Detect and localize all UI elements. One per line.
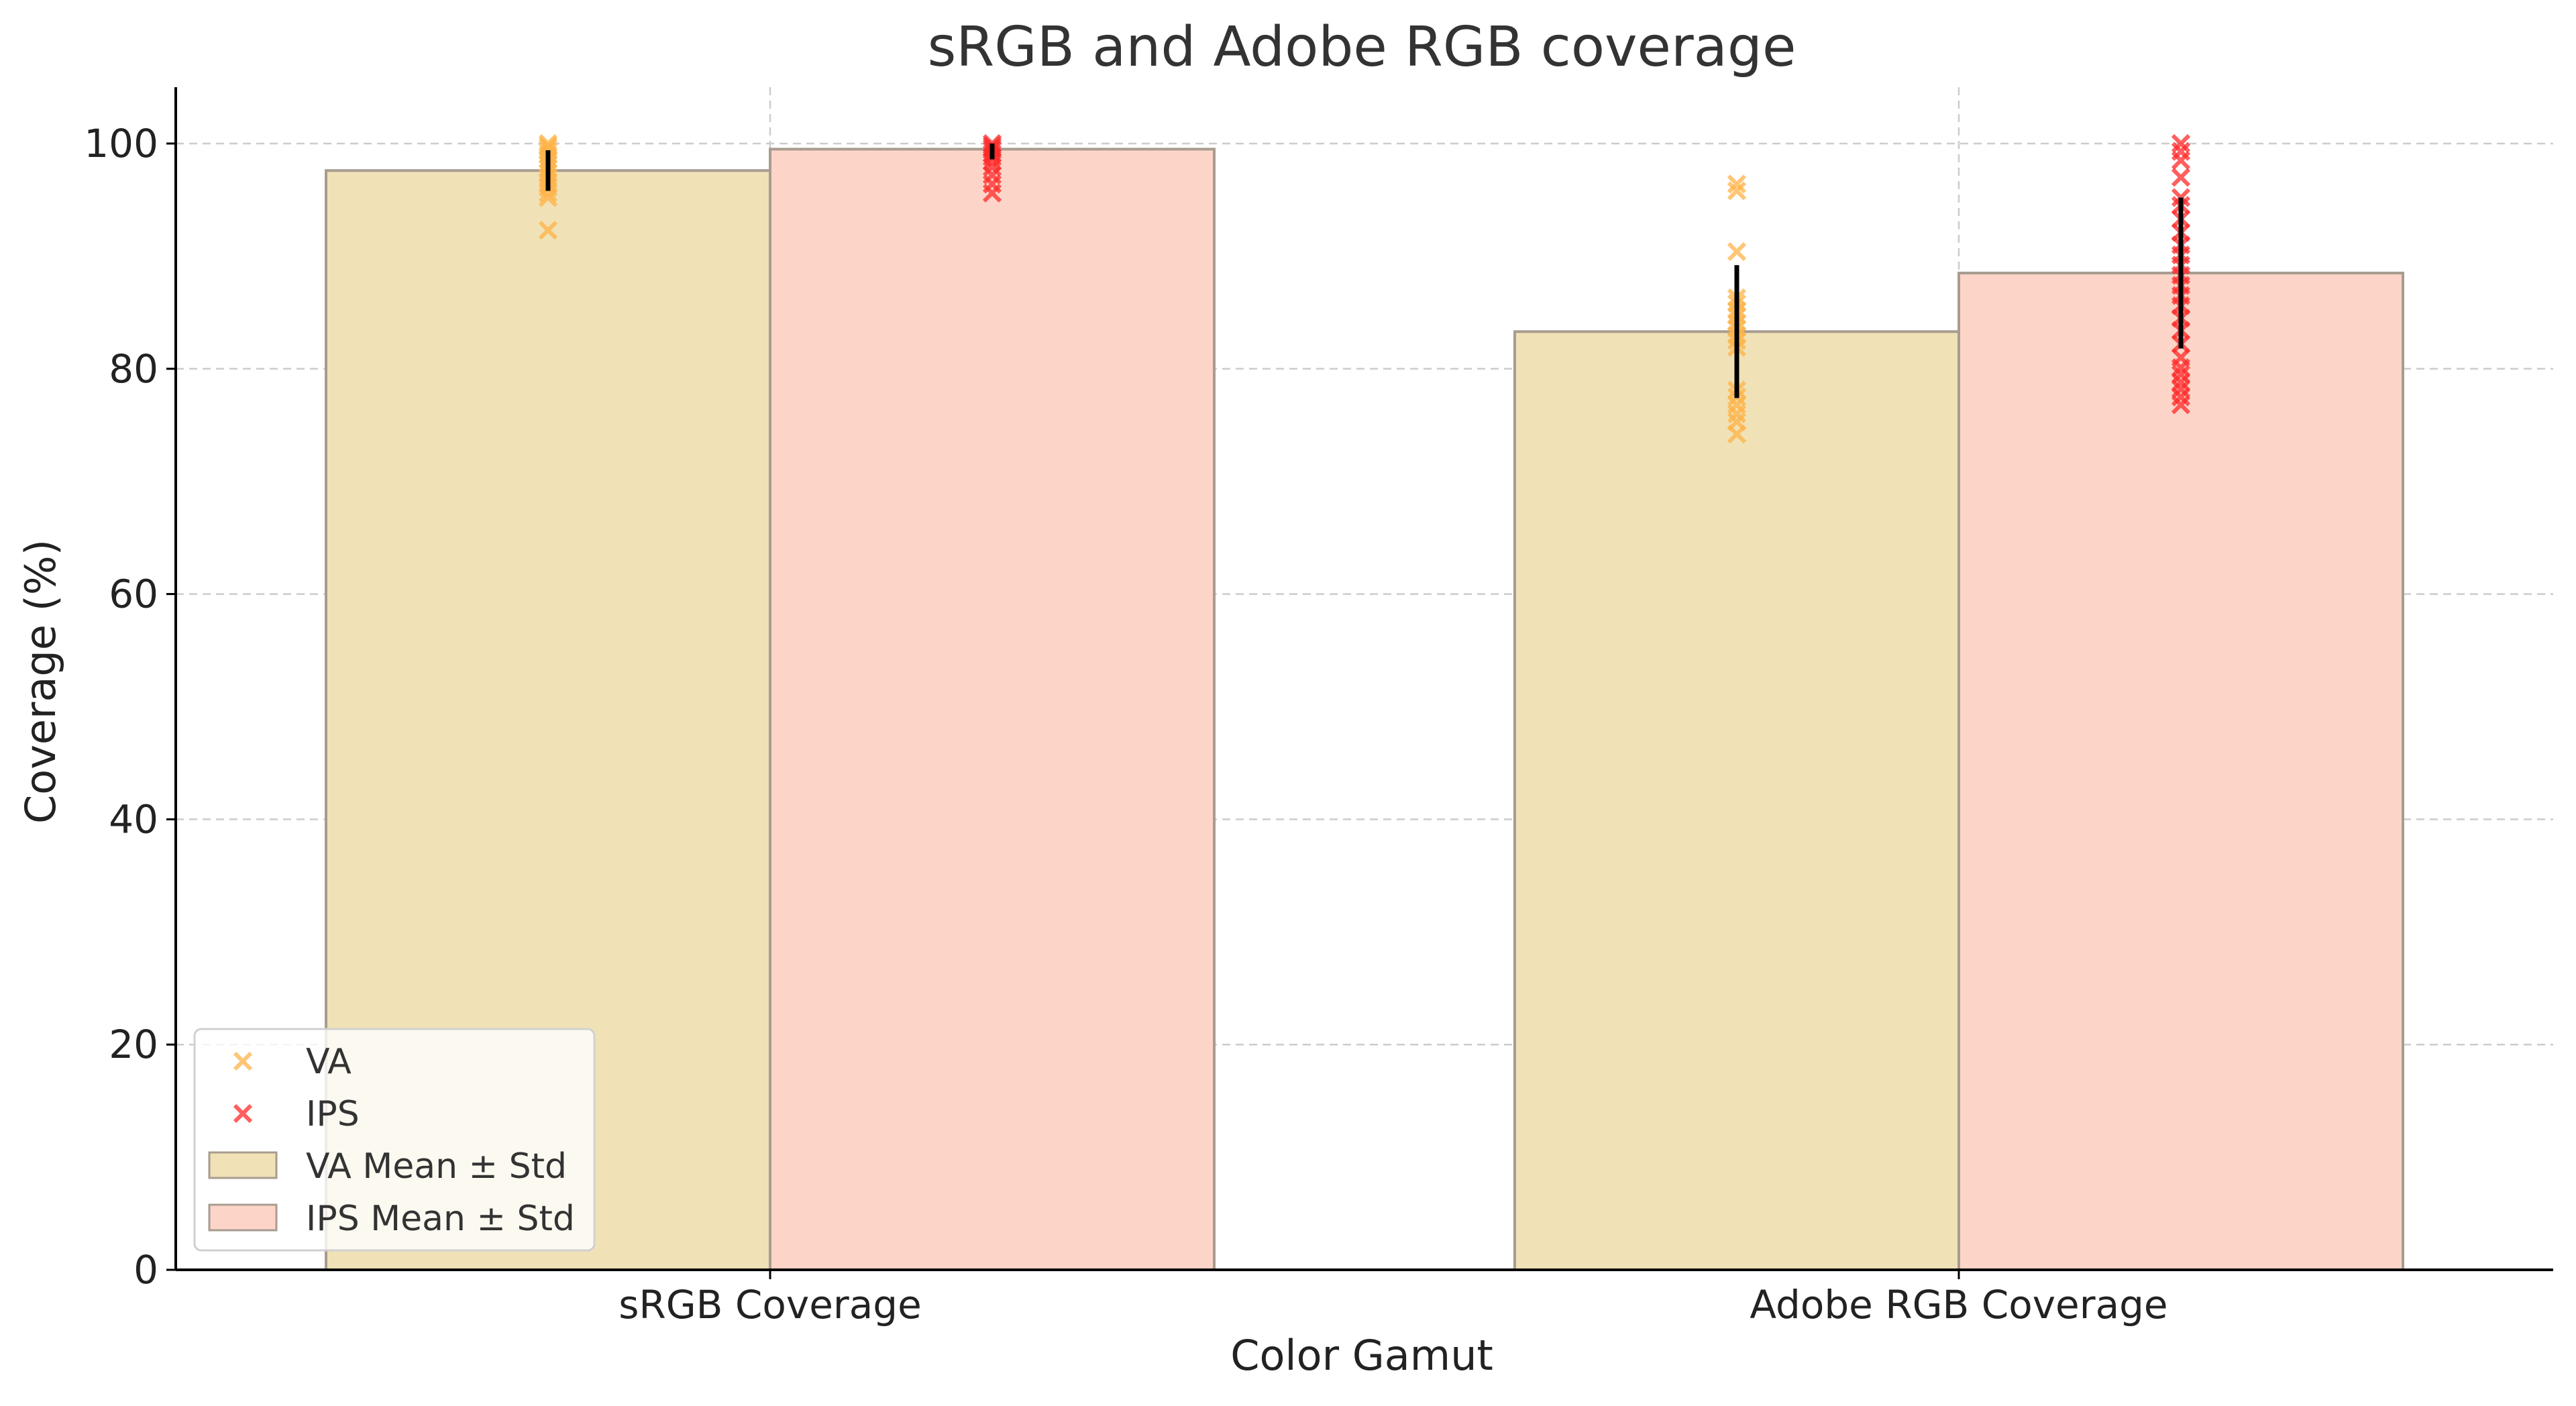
legend-box xyxy=(193,1028,596,1252)
point-stroke xyxy=(2171,372,2191,392)
va-data-point xyxy=(1727,395,1747,415)
ips-mean-bar xyxy=(769,148,1216,1271)
legend-va-points-marker xyxy=(233,1051,253,1071)
va-data-point xyxy=(1727,174,1747,194)
point-stroke xyxy=(2171,133,2191,154)
bars xyxy=(325,148,2404,1272)
x-tick-label: Adobe RGB Coverage xyxy=(1750,1282,2167,1328)
ips-data-point xyxy=(2171,133,2191,154)
point-stroke xyxy=(2171,168,2191,187)
va-data-point xyxy=(1727,242,1747,262)
point-stroke xyxy=(2171,365,2191,384)
legend-ips-bar-label: IPS Mean ± Std xyxy=(306,1199,575,1239)
point-stroke xyxy=(538,221,558,240)
legend: VA IPS VA Mean ± Std IPS Mean ± Std xyxy=(193,1028,596,1252)
point-stroke xyxy=(1727,174,1747,194)
y-tick-label: 40 xyxy=(109,796,158,842)
point-stroke xyxy=(2171,395,2191,415)
point-stroke xyxy=(233,1103,253,1124)
point-stroke xyxy=(1727,181,1747,201)
x-axis-label: Color Gamut xyxy=(1230,1331,1493,1380)
y-tick-label: 100 xyxy=(84,121,158,166)
point-stroke xyxy=(1727,412,1747,431)
legend-ips-points-marker xyxy=(233,1103,253,1124)
point-stroke xyxy=(233,1051,253,1071)
y-tick-label: 60 xyxy=(109,572,158,617)
point-stroke xyxy=(2171,379,2191,399)
va-data-point xyxy=(1727,181,1747,201)
y-tick-label: 20 xyxy=(109,1022,158,1067)
va-mean-bar xyxy=(1513,330,1960,1271)
ips-data-point xyxy=(2171,168,2191,187)
ips-data-point xyxy=(2171,142,2191,161)
point-stroke xyxy=(1727,395,1747,415)
y-tick-label: 0 xyxy=(133,1247,158,1293)
point-stroke xyxy=(2171,387,2191,407)
point-stroke xyxy=(1727,242,1747,262)
ips-data-point xyxy=(2171,365,2191,384)
point-stroke xyxy=(538,133,558,154)
x-tick-label: sRGB Coverage xyxy=(619,1282,922,1328)
error-bars xyxy=(545,143,2184,398)
ips-data-point xyxy=(2171,387,2191,407)
chart-title: sRGB and Adobe RGB coverage xyxy=(928,15,1796,79)
y-axis-label: Coverage (%) xyxy=(16,539,65,824)
va-data-point xyxy=(1727,412,1747,431)
legend-ips-points-label: IPS xyxy=(306,1094,360,1134)
y-tick-label: 80 xyxy=(109,346,158,392)
axes: 0 20 40 60 80 100 sRGB Coverage Adobe RGB Cover… xyxy=(84,87,2553,1328)
legend-va-bar-swatch xyxy=(208,1151,278,1179)
point-stroke xyxy=(2171,142,2191,161)
va-data-point xyxy=(538,133,558,154)
legend-ips-bar-swatch xyxy=(208,1203,278,1232)
ips-data-point xyxy=(2171,395,2191,415)
legend-va-points-label: VA xyxy=(306,1042,352,1082)
ips-data-point xyxy=(2171,372,2191,392)
ips-data-point xyxy=(2171,379,2191,399)
va-data-point xyxy=(538,221,558,240)
legend-va-bar-label: VA Mean ± Std xyxy=(306,1146,567,1187)
ips-mean-bar xyxy=(1957,272,2404,1271)
